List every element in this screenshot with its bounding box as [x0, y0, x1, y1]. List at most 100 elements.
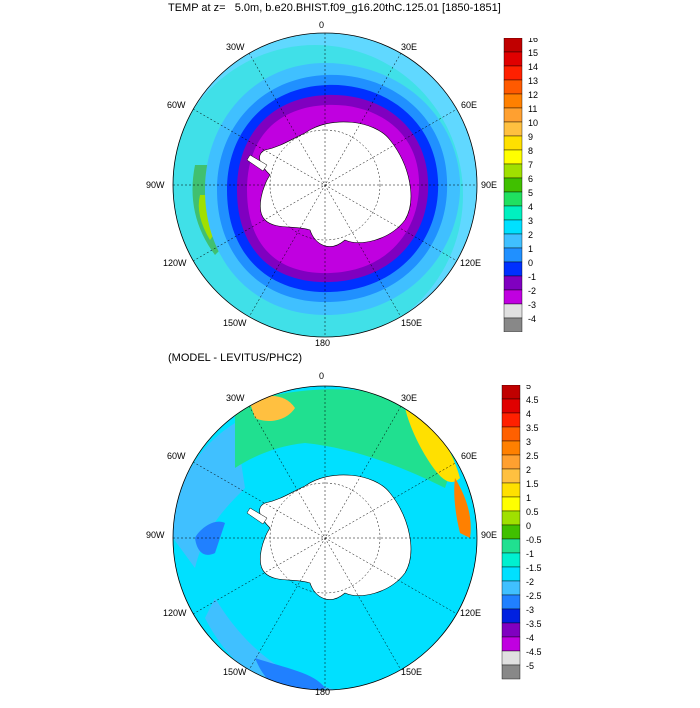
- colorbar-box: [501, 650, 521, 666]
- colorbar-tick-label: 1.5: [526, 479, 539, 489]
- colorbar-box: [503, 149, 523, 165]
- lon-label-120e: 120E: [460, 258, 482, 268]
- antarctic-peninsula: [246, 154, 268, 172]
- colorbar-box: [501, 636, 521, 652]
- colorbar-box: [503, 317, 523, 332]
- graticule: [173, 33, 477, 337]
- antarctica-landmass: [259, 121, 412, 247]
- colorbar-tick-label: 0: [528, 258, 533, 268]
- graticule: [173, 386, 477, 690]
- colorbar-box: [501, 664, 521, 680]
- lon-label-90w: 90W: [146, 180, 165, 190]
- temperature-polar-map: [172, 32, 478, 338]
- lon-label-30w: 30W: [226, 42, 245, 52]
- lon-label-120w: 120W: [163, 608, 187, 618]
- diff-warm-60e: [454, 478, 471, 538]
- diff-band-north: [235, 389, 455, 488]
- lon-label-0: 0: [319, 20, 325, 30]
- colorbar-box: [503, 289, 523, 305]
- colorbar-box: [501, 510, 521, 526]
- colorbar-box: [501, 385, 521, 400]
- antarctica-landmass: [259, 474, 412, 600]
- colorbar-tick-label: -3.5: [526, 619, 542, 629]
- colorbar-box: [501, 426, 521, 442]
- colorbar-tick-label: -1: [528, 272, 536, 282]
- colorbar-tick-label: 4: [526, 409, 531, 419]
- map-boundary: [172, 385, 478, 691]
- lon-label-120e: 120E: [460, 608, 482, 618]
- map2-title: (MODEL - LEVITUS/PHC2): [168, 352, 303, 364]
- lon-label-180: 180: [315, 338, 331, 348]
- lon-label-150e: 150E: [401, 667, 423, 677]
- colorbar-box: [503, 233, 523, 249]
- diff-warm-30e: [405, 408, 460, 483]
- colorbar-box: [503, 79, 523, 95]
- lon-label-30e: 30E: [401, 42, 418, 52]
- lon-label-90w: 90W: [146, 530, 165, 540]
- colorbar-box: [501, 482, 521, 498]
- colorbar-tick-label: -4: [526, 633, 534, 643]
- colorbar-box: [503, 93, 523, 109]
- colorbar-box: [503, 38, 523, 53]
- lon-label-0: 0: [319, 371, 325, 381]
- lon-label-60w: 60W: [167, 100, 186, 110]
- colorbar-tick-label: -4.5: [526, 647, 542, 657]
- colorbar-tick-label: 1: [526, 493, 531, 503]
- colorbar-tick-label: 13: [528, 76, 538, 86]
- colorbar-tick-label: 14: [528, 62, 538, 72]
- colorbar-box: [503, 275, 523, 291]
- colorbar-box: [501, 496, 521, 512]
- colorbar-box: [501, 566, 521, 582]
- colorbar-tick-label: -0.5: [526, 535, 542, 545]
- colorbar-box: [503, 107, 523, 123]
- colorbar-box: [503, 303, 523, 319]
- colorbar-box: [501, 454, 521, 470]
- colorbar-tick-label: 2.5: [526, 451, 539, 461]
- colorbar-tick-label: 12: [528, 90, 538, 100]
- colorbar-tick-label: 0: [526, 521, 531, 531]
- lon-label-150w: 150W: [223, 318, 247, 328]
- colorbar-tick-label: 10: [528, 118, 538, 128]
- colorbar-box: [503, 247, 523, 263]
- colorbar-box: [501, 412, 521, 428]
- colorbar-tick-label: 3: [528, 216, 533, 226]
- colorbar-tick-label: 4: [528, 202, 533, 212]
- lon-label-150w: 150W: [223, 667, 247, 677]
- colorbar-tick-label: -3: [526, 605, 534, 615]
- colorbar-tick-label: 15: [528, 48, 538, 58]
- lon-label-150e: 150E: [401, 318, 423, 328]
- colorbar-tick-label: -1: [526, 549, 534, 559]
- lon-label-90e: 90E: [481, 180, 498, 190]
- map-boundary: [172, 32, 478, 338]
- lon-label-30w: 30W: [226, 393, 245, 403]
- colorbar-box: [503, 65, 523, 81]
- colorbar-box: [503, 163, 523, 179]
- colorbar-box: [501, 440, 521, 456]
- diff-band-west: [173, 423, 245, 568]
- colorbar-tick-label: 7: [528, 160, 533, 170]
- colorbar-box: [501, 622, 521, 638]
- colorbar-tick-label: -2: [526, 577, 534, 587]
- colorbar-box: [503, 261, 523, 277]
- diff-warm-30w: [250, 396, 295, 421]
- colorbar-tick-label: 2: [528, 230, 533, 240]
- colorbar-tick-label: 5: [526, 385, 531, 391]
- antarctic-peninsula: [246, 507, 268, 525]
- lon-label-60e: 60E: [461, 100, 478, 110]
- colorbar-tick-label: 3.5: [526, 423, 539, 433]
- lon-label-90e: 90E: [481, 530, 498, 540]
- colorbar-box: [503, 191, 523, 207]
- colorbar-tick-label: -3: [528, 300, 536, 310]
- colorbar-box: [503, 177, 523, 193]
- lon-label-120w: 120W: [163, 258, 187, 268]
- colorbar-box: [501, 524, 521, 540]
- colorbar-tick-label: 8: [528, 146, 533, 156]
- colorbar-tick-label: -2.5: [526, 591, 542, 601]
- colorbar-tick-label: 11: [528, 104, 537, 114]
- colorbar-tick-label: -2: [528, 286, 536, 296]
- colorbar-tick-label: -1.5: [526, 563, 542, 573]
- colorbar-box: [501, 398, 521, 414]
- colorbar-box: [501, 580, 521, 596]
- colorbar-tick-label: -4: [528, 314, 536, 324]
